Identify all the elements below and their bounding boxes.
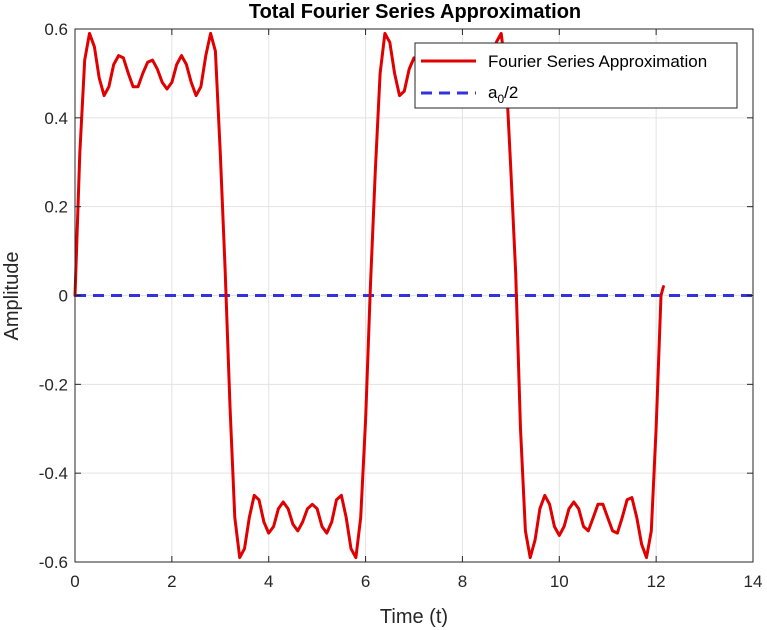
x-tick-label: 14 xyxy=(744,572,763,591)
y-tick-label: 0.2 xyxy=(44,198,68,217)
y-tick-label: 0.4 xyxy=(44,109,68,128)
x-tick-label: 0 xyxy=(70,572,79,591)
y-ticks: -0.6 -0.4 -0.2 0 0.2 0.4 0.6 xyxy=(39,20,753,572)
legend-box xyxy=(414,42,738,109)
x-tick-label: 10 xyxy=(550,572,569,591)
y-tick-label: -0.6 xyxy=(39,553,68,572)
legend-a0-rest: /2 xyxy=(504,83,518,102)
legend-a0-base: a xyxy=(488,83,498,102)
y-axis-title: Amplitude xyxy=(1,252,23,341)
x-tick-label: 4 xyxy=(264,572,273,591)
legend-a0-sub: 0 xyxy=(497,92,504,106)
y-tick-label: 0 xyxy=(59,287,68,306)
y-tick-label: -0.2 xyxy=(39,375,68,394)
x-tick-label: 6 xyxy=(361,572,370,591)
legend-label-a0: a0/2 xyxy=(488,83,518,106)
legend-label-fourier: Fourier Series Approximation xyxy=(488,52,707,71)
x-ticks: 0 2 4 6 8 10 12 14 xyxy=(70,29,762,591)
x-tick-label: 8 xyxy=(458,572,467,591)
series-layer xyxy=(73,31,753,560)
chart-title: Total Fourier Series Approximation xyxy=(249,1,581,23)
x-axis-title: Time (t) xyxy=(380,606,448,628)
y-tick-label: 0.6 xyxy=(44,20,68,39)
legend: Fourier Series Approximation a0/2 xyxy=(414,42,738,109)
x-tick-label: 12 xyxy=(647,572,666,591)
series-line-fourier xyxy=(73,31,665,560)
x-tick-label: 2 xyxy=(167,572,176,591)
y-tick-label: -0.4 xyxy=(39,464,68,483)
